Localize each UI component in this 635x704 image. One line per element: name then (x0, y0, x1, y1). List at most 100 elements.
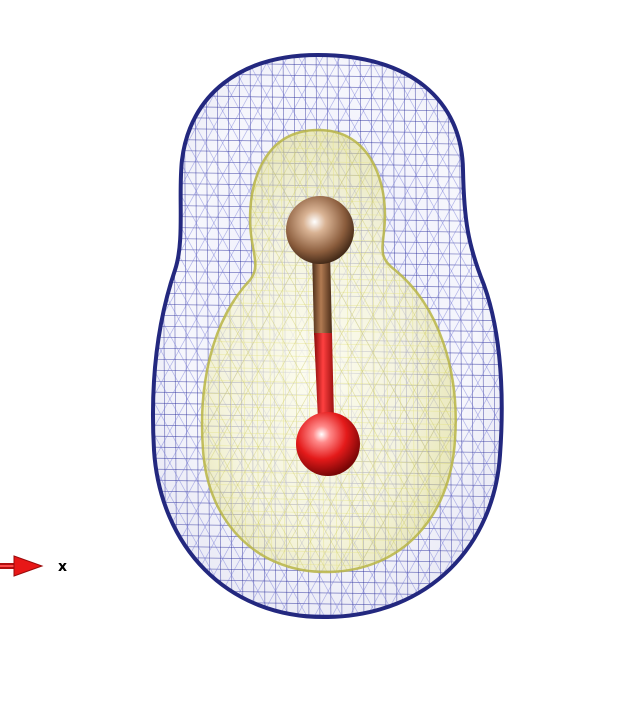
mesh-line (254, 130, 260, 573)
carbon-atom[interactable] (286, 196, 354, 264)
mesh-line (0, 40, 51, 630)
mesh-line (244, 130, 456, 573)
mesh-line (152, 55, 298, 618)
mesh-line (202, 130, 377, 573)
mesh-line (202, 130, 398, 573)
axis-arrow-head (13, 555, 44, 577)
mesh-line (0, 40, 33, 630)
mesh-line (202, 130, 294, 573)
mesh-line (369, 130, 456, 573)
mesh-line (0, 40, 33, 630)
inner-isosurface-outline (200, 128, 457, 574)
mesh-line (307, 130, 456, 573)
mesh-line (202, 496, 456, 504)
mesh-line (0, 120, 168, 585)
mesh-line (0, 120, 43, 585)
mesh-line (202, 130, 377, 573)
mesh-line (500, 55, 502, 618)
mesh-line (194, 55, 200, 618)
mesh-line (0, 40, 86, 630)
mesh-line (0, 40, 121, 630)
mesh-line (348, 130, 456, 573)
mesh-line (0, 40, 139, 630)
mesh-line (0, 40, 51, 630)
mesh-line (152, 55, 333, 618)
mesh-line (0, 40, 103, 630)
mesh-line (0, 40, 121, 630)
mesh-line (205, 55, 211, 618)
mesh-line (0, 40, 15, 630)
axis-label-x: x (58, 559, 67, 575)
mesh-line (0, 120, 22, 585)
mesh-line (286, 130, 456, 573)
mesh-line (394, 55, 502, 618)
mesh-line (0, 120, 126, 585)
mesh-line (0, 40, 68, 630)
mesh-line (202, 130, 398, 573)
mesh-line (152, 55, 280, 618)
mesh-line (0, 120, 43, 585)
mesh-line (0, 40, 103, 630)
mesh-line (202, 130, 314, 573)
mesh-line (0, 120, 147, 585)
mesh-line (0, 120, 168, 585)
oxygen-atom[interactable] (296, 412, 360, 476)
bond-upper-segment (312, 250, 332, 335)
mesh-line (152, 55, 245, 618)
mesh-line (359, 55, 502, 618)
mesh-line (267, 130, 273, 573)
mesh-line (152, 55, 157, 618)
mesh-line (0, 120, 147, 585)
mesh-line (0, 120, 2, 585)
mesh-line (518, 40, 635, 630)
mesh-line (152, 55, 315, 618)
mesh-line (152, 55, 157, 618)
mesh-line (482, 55, 502, 618)
outer-isosurface-outline (151, 52, 504, 620)
mesh-line (390, 130, 456, 573)
mesh-line (202, 130, 273, 573)
mesh-line (152, 55, 280, 618)
mesh-line (306, 130, 312, 573)
mesh-line (0, 40, 15, 630)
mesh-line (202, 509, 456, 517)
mesh-line (500, 55, 502, 618)
mesh-line (327, 130, 456, 573)
mesh-line (244, 130, 456, 573)
mesh-line (0, 40, 139, 630)
mesh-line (341, 55, 502, 618)
mesh-line (376, 55, 502, 618)
mesh-line (0, 120, 64, 585)
mesh-line (265, 130, 456, 573)
mesh-line (140, 623, 520, 629)
mesh-line (293, 130, 299, 573)
axis-indicator: x (0, 555, 67, 577)
mesh-line (0, 120, 22, 585)
bond-lower-segment (314, 333, 334, 420)
bond-c-o (312, 250, 334, 420)
mesh-line (0, 120, 2, 585)
mesh-line (152, 55, 263, 618)
mesh-line (0, 120, 85, 585)
mesh-line (202, 130, 356, 573)
mesh-line (202, 130, 314, 573)
mesh-line (0, 120, 126, 585)
mesh-line (518, 40, 635, 630)
mesh-line (152, 55, 175, 618)
mesh-line (447, 55, 453, 618)
mesh-line (371, 130, 377, 573)
mesh-line (345, 130, 351, 573)
mesh-line (140, 40, 144, 630)
mesh-line (394, 55, 502, 618)
mesh-line (152, 55, 245, 618)
mesh-line (412, 55, 502, 618)
mesh-line (0, 120, 106, 585)
mesh-line (280, 130, 286, 573)
mesh-line (327, 130, 456, 573)
mesh-line (140, 40, 520, 46)
mesh-line (358, 130, 364, 573)
mesh-line (0, 40, 86, 630)
mesh-line (202, 483, 456, 491)
mesh-line (265, 130, 456, 573)
